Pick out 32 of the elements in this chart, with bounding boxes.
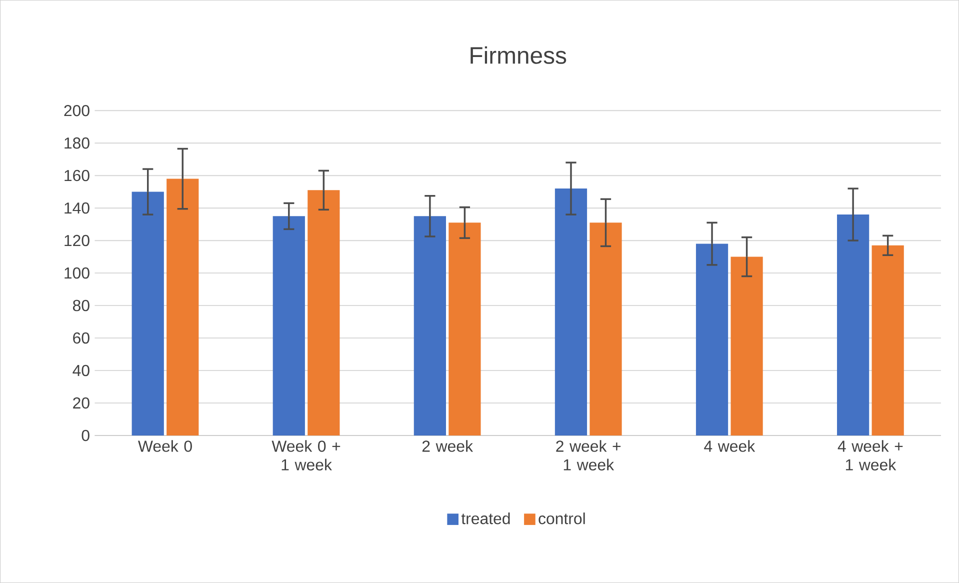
y-tick-label: 80 xyxy=(72,300,90,312)
y-tick-label: 120 xyxy=(64,234,90,246)
y-tick-label: 140 xyxy=(64,202,90,214)
y-tick-label: 160 xyxy=(64,170,90,182)
x-tick-label: 2 week + 1 week xyxy=(556,440,621,470)
legend-label: control xyxy=(538,512,585,524)
legend-label: treated xyxy=(461,512,510,524)
bar xyxy=(132,192,164,436)
bar xyxy=(166,178,199,436)
bar xyxy=(837,214,870,436)
bar xyxy=(554,188,588,436)
y-tick-label: 200 xyxy=(64,104,90,116)
y-tick-label: 0 xyxy=(82,430,90,442)
bar xyxy=(448,222,481,436)
y-tick-label: 20 xyxy=(73,397,90,409)
bar xyxy=(872,245,904,436)
x-tick-label: 4 week xyxy=(704,440,756,452)
bar xyxy=(730,256,763,436)
y-tick-label: 40 xyxy=(72,364,90,376)
bar xyxy=(308,190,340,436)
y-tick-label: 100 xyxy=(64,267,90,279)
y-tick-label: 60 xyxy=(73,332,90,344)
bar xyxy=(696,244,728,436)
bar xyxy=(590,222,622,436)
x-tick-label: 2 week xyxy=(422,440,474,452)
bar xyxy=(414,216,446,436)
x-tick-label: Week 0 xyxy=(138,440,192,452)
chart-title: Firmness xyxy=(470,46,566,64)
bar xyxy=(272,216,305,436)
y-tick-label: 180 xyxy=(64,137,90,149)
x-tick-label: Week 0 + 1 week xyxy=(272,440,340,470)
x-tick-label: 4 week + 1 week xyxy=(838,440,903,470)
